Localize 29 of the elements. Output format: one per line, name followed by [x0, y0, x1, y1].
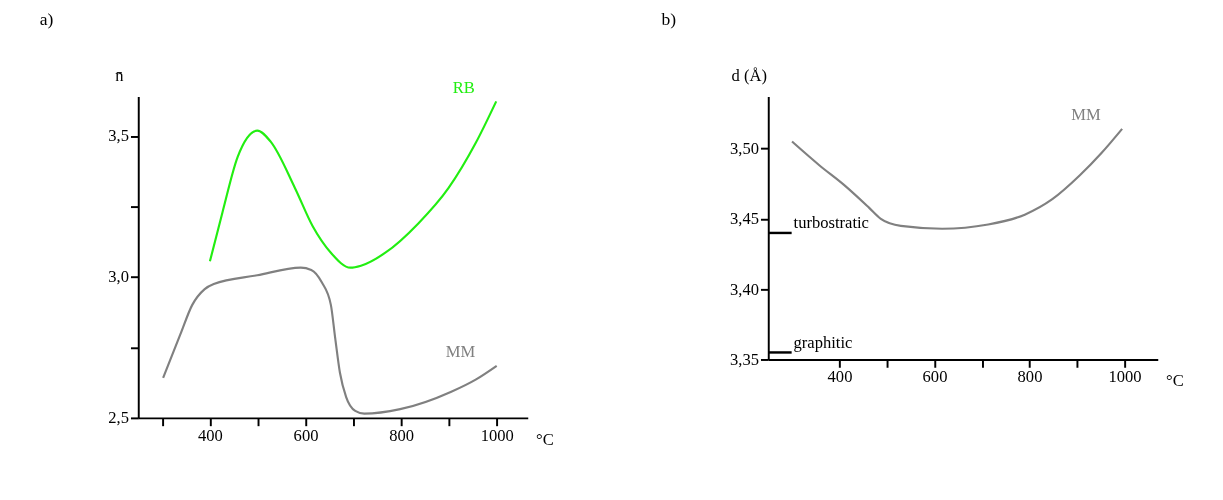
y-axis-title: n̄ [115, 66, 125, 86]
chart-title: a) [39, 8, 54, 29]
series-label: RB [452, 77, 475, 97]
x-tick-label: 800 [1017, 367, 1043, 387]
x-tick-label: 1000 [1108, 367, 1142, 387]
series-label: MM [1071, 105, 1101, 125]
series-label: MM [445, 341, 476, 361]
ref-line-label: graphitic [793, 332, 853, 352]
line-series [208, 100, 498, 269]
x-axis-title: °C [1166, 371, 1184, 391]
y-tick-label: 3,45 [730, 209, 760, 229]
y-tick-label: 3,50 [730, 138, 760, 158]
x-tick-label: 1000 [480, 425, 514, 445]
line-series [162, 266, 498, 415]
y-tick-label: 3,5 [108, 126, 130, 146]
y-tick-label: 3,35 [730, 349, 760, 369]
x-tick-label: 600 [293, 425, 319, 445]
x-tick-label: 400 [827, 367, 853, 387]
x-tick-label: 800 [389, 425, 415, 445]
y-tick-label: 3,40 [730, 279, 760, 299]
x-tick-label: 400 [198, 425, 223, 445]
chart-title: b) [661, 8, 677, 29]
x-axis-title: °C [536, 429, 554, 449]
y-tick-label: 2,5 [108, 408, 130, 428]
y-axis-title: d (Å) [731, 66, 767, 86]
y-tick-label: 3,0 [108, 267, 130, 287]
x-tick-label: 600 [922, 367, 948, 387]
ref-line-label: turbostratic [793, 213, 869, 233]
line-series [790, 127, 1124, 230]
